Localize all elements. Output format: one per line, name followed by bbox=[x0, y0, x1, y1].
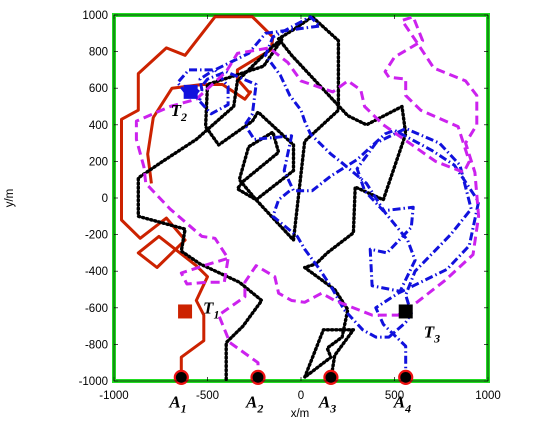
y-tick-label-5: 200 bbox=[89, 156, 108, 168]
agent-label-3: A3 bbox=[318, 392, 336, 415]
agent-marker-2 bbox=[250, 369, 266, 385]
y-tick-label-8: -400 bbox=[85, 266, 108, 278]
y-tick-label-2: 800 bbox=[89, 47, 108, 59]
agent-label-2: A2 bbox=[245, 392, 263, 415]
target-label-3: T3 bbox=[424, 322, 440, 345]
target-marker-2 bbox=[183, 84, 198, 99]
target-marker-1 bbox=[178, 304, 193, 319]
agent-label-4: A4 bbox=[393, 392, 411, 415]
target-label-2: T2 bbox=[171, 101, 187, 124]
agent-marker-4 bbox=[398, 369, 414, 385]
y-tick-label-9: -600 bbox=[85, 303, 108, 315]
agent-label-sub-3: 3 bbox=[329, 401, 336, 415]
x-tick-label-5: 1000 bbox=[475, 390, 501, 402]
x-tick-label-2: -500 bbox=[196, 390, 219, 402]
x-axis-label: x/m bbox=[291, 408, 310, 420]
agent-label-sub-2: 2 bbox=[256, 401, 263, 415]
agent-label-sub-1: 1 bbox=[181, 401, 187, 415]
y-tick-label-4: 400 bbox=[89, 120, 108, 132]
target-label-1: T1 bbox=[203, 298, 219, 321]
y-tick-label-1: 1000 bbox=[82, 10, 108, 22]
trajectory-series-3 bbox=[176, 15, 481, 380]
marker-layer bbox=[173, 84, 414, 385]
trajectory-series-1 bbox=[120, 15, 275, 380]
trajectory-series-2 bbox=[136, 15, 408, 381]
y-tick-label-3: 600 bbox=[89, 83, 108, 95]
x-tick-label-1: -1000 bbox=[99, 390, 128, 402]
agent-marker-3 bbox=[323, 369, 339, 385]
y-tick-label-7: -200 bbox=[85, 230, 108, 242]
target-label-sub-3: 3 bbox=[433, 331, 440, 345]
y-tick-label-6: 0 bbox=[102, 193, 108, 205]
y-tick-label-10: -800 bbox=[85, 339, 108, 351]
agent-marker-1 bbox=[173, 369, 189, 385]
target-label-sub-2: 2 bbox=[180, 110, 187, 124]
y-axis-label: y/m bbox=[4, 189, 16, 208]
trajectory-series-4 bbox=[134, 15, 481, 380]
target-label-sub-1: 1 bbox=[213, 307, 219, 321]
y-tick-label-11: -1000 bbox=[79, 376, 108, 388]
agent-label-sub-4: 4 bbox=[404, 401, 411, 415]
x-tick-label-3: 0 bbox=[298, 390, 304, 402]
target-marker-3 bbox=[398, 304, 413, 319]
series-layer bbox=[120, 15, 481, 381]
agent-label-1: A1 bbox=[168, 392, 186, 415]
tick-layer: -1000 -500 0 500 1000 1000 800 600 400 200 0 -200 -4… bbox=[79, 10, 501, 402]
x-tick-label-4: 500 bbox=[385, 390, 404, 402]
